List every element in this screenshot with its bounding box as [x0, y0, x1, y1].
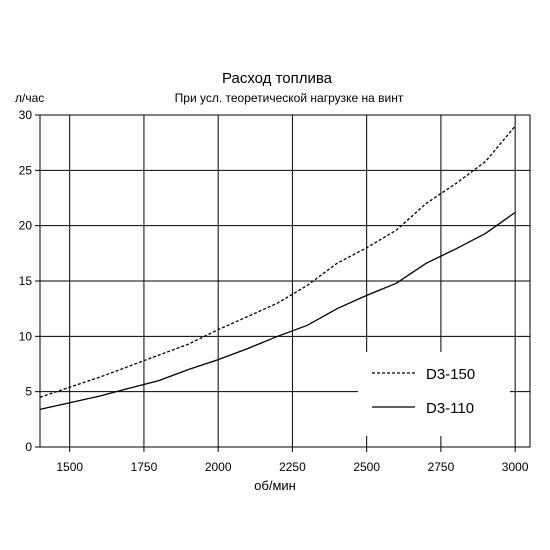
- x-tick-label-3000: 3000: [502, 460, 529, 474]
- plot-frame: [35, 114, 531, 452]
- y-tick-label-10: 10: [19, 329, 33, 343]
- y-tick-label-25: 25: [19, 163, 33, 177]
- x-tick-label-2500: 2500: [353, 460, 380, 474]
- legend: D3-150 D3-110: [358, 352, 510, 436]
- series-line-d3-110: [39, 211, 516, 411]
- x-tick-label-2250: 2250: [279, 460, 306, 474]
- chart-subtitle: При усл. теоретической нагрузке на винт: [175, 91, 404, 105]
- y-tick-label-30: 30: [19, 108, 33, 122]
- chart-title: Расход топлива: [222, 70, 333, 87]
- x-tick-label-2750: 2750: [428, 460, 455, 474]
- series-lines: [39, 125, 516, 411]
- legend-label-d3-110: D3-110: [426, 400, 474, 417]
- tick-labels: 0 5 10 15 20 25 30 1500 1750 2000 2250 2500 2750 3000: [19, 108, 529, 474]
- x-axis-label: об/мин: [254, 478, 296, 493]
- y-tick-label-0: 0: [25, 440, 32, 454]
- x-tick-label-1750: 1750: [131, 460, 158, 474]
- y-axis-label: л/час: [15, 91, 44, 105]
- y-tick-label-20: 20: [19, 219, 33, 233]
- series-line-d3-150: [39, 125, 516, 398]
- y-tick-label-5: 5: [25, 385, 32, 399]
- legend-background: [358, 352, 510, 436]
- y-tick-label-15: 15: [19, 274, 33, 288]
- legend-label-d3-150: D3-150: [426, 366, 475, 383]
- x-tick-label-1500: 1500: [56, 460, 83, 474]
- x-tick-label-2000: 2000: [205, 460, 232, 474]
